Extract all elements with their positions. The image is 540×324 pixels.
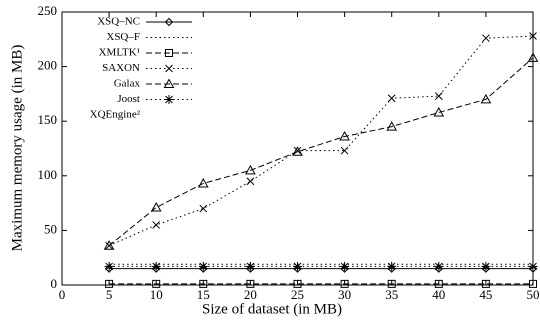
marker [197,177,209,188]
legend-label: XMLTK¹ [99,47,140,59]
marker [481,279,490,288]
marker [165,64,173,73]
y-tick-label: 50 [44,221,57,236]
marker [340,146,349,155]
marker [245,164,256,175]
marker [529,32,537,40]
marker [293,261,302,271]
marker [151,264,161,273]
marker [199,279,208,288]
marker [339,130,350,141]
x-tick-label: 50 [527,287,540,302]
legend-entry: XMLTK¹ [99,47,192,59]
x-tick-label: 20 [244,287,257,302]
marker [292,146,303,156]
marker [246,264,255,273]
marker [199,264,208,273]
marker [529,279,537,288]
x-tick-label: 25 [291,287,304,302]
marker [387,94,396,103]
marker [387,279,396,288]
marker [387,264,396,273]
marker [434,279,443,288]
legend-label: SAXON [102,62,140,74]
marker [480,93,492,104]
marker [164,95,174,104]
y-tick-label: 100 [38,167,58,182]
legend-entry: XSQ–NC [97,16,192,28]
legend-entry: Galax [114,78,192,90]
x-tick-label: 30 [338,287,351,302]
legend-label: Galax [114,78,141,90]
marker [527,52,539,62]
marker [246,279,255,288]
marker [528,261,538,271]
marker [165,49,173,57]
x-tick-label: 45 [479,287,492,302]
legend-entry: XSQ–F [106,31,192,43]
x-tick-label: 10 [150,287,163,302]
marker [481,261,491,271]
x-tick-label: 15 [197,287,210,302]
x-axis-label: Size of dataset (in MB) [202,301,342,317]
y-tick-label: 150 [38,112,58,127]
marker [434,264,444,273]
series-line [108,35,534,247]
marker [481,264,491,273]
marker [293,264,302,273]
marker [387,261,397,271]
marker [163,78,175,88]
y-tick-label: 250 [38,3,58,18]
marker [150,201,162,212]
marker [199,204,208,213]
legend-entry: SAXON [102,62,192,74]
y-tick-label: 200 [38,58,58,73]
marker [433,106,445,117]
marker [245,261,255,271]
marker [246,177,255,186]
marker [105,279,114,288]
legend-entry: Joost [117,93,192,105]
marker [340,279,349,288]
x-tick-label: 35 [385,287,398,302]
x-tick-label: 40 [432,287,445,302]
marker [293,279,302,288]
marker [198,261,208,271]
marker [340,261,350,271]
marker [434,261,444,271]
marker [434,92,443,100]
x-tick-label: 0 [59,287,66,302]
y-axis-label: Maximum memory usage (in MB) [9,45,25,252]
legend-label: XSQ–F [106,31,140,43]
marker [104,264,114,273]
marker [104,261,114,271]
marker [103,240,115,250]
marker [152,279,161,288]
series-line [108,57,534,247]
marker [164,17,174,27]
legend-entry: XQEngine² [90,109,141,121]
y-tick-label: 0 [51,276,58,291]
marker [340,264,349,273]
marker [151,261,161,271]
marker [152,221,161,229]
legend-label: XQEngine² [90,109,141,121]
marker [482,34,490,43]
legend-label: XSQ–NC [97,16,140,28]
marker [528,264,538,273]
marker [386,121,398,131]
x-tick-label: 5 [106,287,113,302]
legend-label: Joost [117,93,140,105]
